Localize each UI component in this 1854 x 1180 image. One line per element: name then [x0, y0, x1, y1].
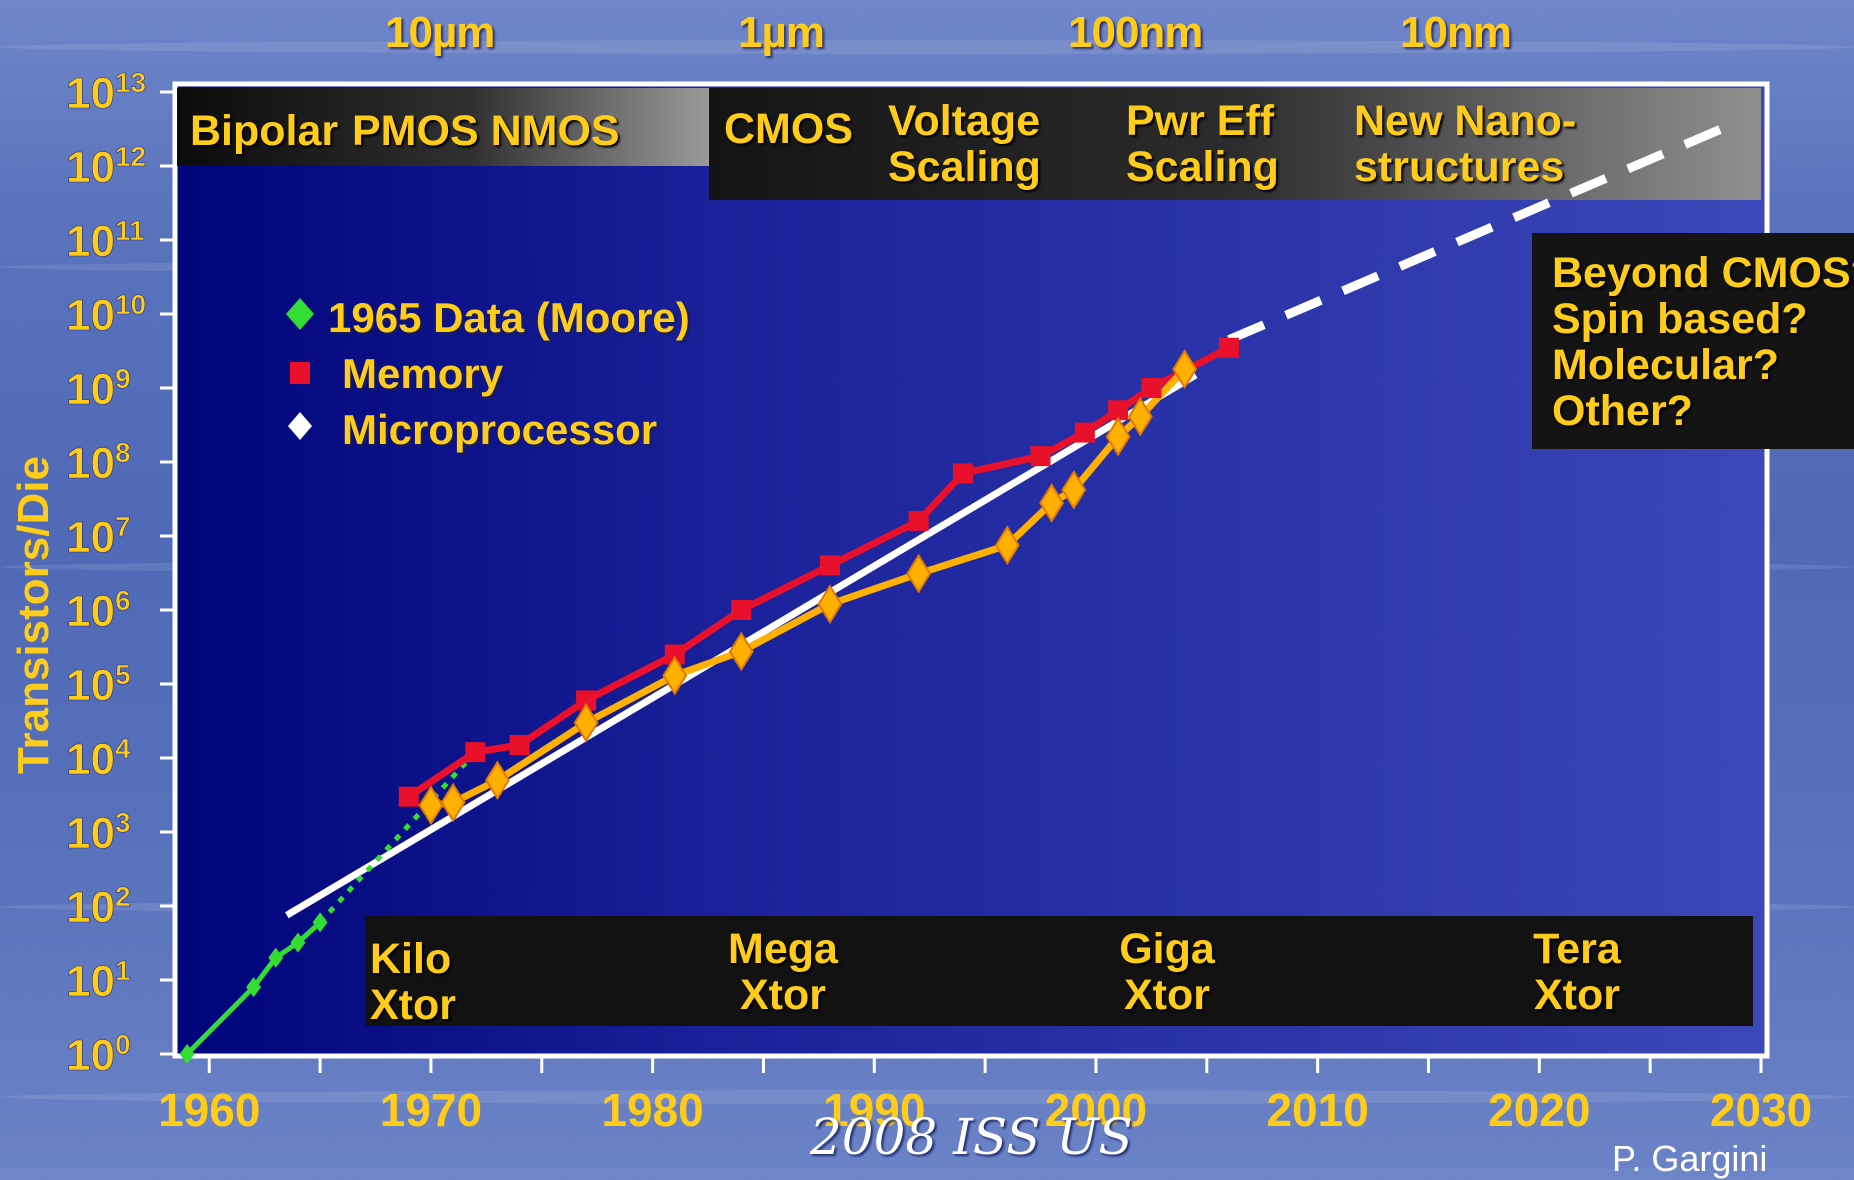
microprocessor-point — [1039, 483, 1065, 523]
memory-point — [1074, 422, 1095, 443]
memory-point — [398, 786, 419, 807]
author-label: P. Gargini — [1612, 1138, 1768, 1179]
microprocessor-series-line — [430, 366, 1188, 809]
legend-label-moore: 1965 Data (Moore) — [328, 294, 690, 341]
era-voltage-scaling: Voltage Scaling — [888, 97, 1041, 191]
moore-extension-line — [318, 750, 478, 925]
moore-point — [246, 977, 262, 998]
x-tick-label: 1990 — [823, 1084, 925, 1136]
x-tick-label: 2030 — [1710, 1084, 1812, 1136]
y-tick-label: 100 — [66, 1029, 131, 1080]
plot-area — [172, 81, 1770, 1059]
y-axis-label: Transistors/Die — [9, 456, 58, 774]
era-pwr-eff-scaling: Pwr Eff Scaling — [1126, 97, 1279, 191]
era-new-nanostructures: New Nano-structures — [1354, 97, 1577, 191]
y-tick-label: 1011 — [66, 215, 145, 266]
legend-marker-moore — [286, 298, 314, 330]
y-tick-label: 104 — [66, 733, 131, 784]
microprocessor-point — [1172, 349, 1198, 389]
scale-label-100nm: 100nm — [1068, 8, 1203, 57]
moore-point — [312, 912, 328, 933]
microprocessor-point — [1105, 416, 1131, 457]
x-tick-label: 1960 — [158, 1084, 260, 1136]
future-box — [1532, 233, 1854, 449]
microprocessor-point — [994, 525, 1020, 566]
legend-marker-memory — [290, 362, 310, 384]
memory-point — [731, 600, 752, 620]
microprocessor-point — [817, 584, 843, 625]
memory-point — [952, 463, 973, 484]
y-tick-label: 1013 — [66, 67, 146, 118]
microprocessor-point — [662, 655, 688, 696]
xtor-kilo: Kilo Xtor — [370, 935, 456, 1029]
moore-point — [179, 1044, 195, 1064]
question-molecular: Molecular? — [1552, 341, 1779, 389]
projection-line — [1227, 117, 1741, 344]
y-tick-label: 106 — [66, 585, 131, 636]
xtor-giga: Giga Xtor — [1119, 925, 1215, 1019]
y-tick-label: 102 — [66, 881, 131, 932]
microprocessor-point — [573, 702, 599, 743]
era-bipolar: Bipolar — [190, 107, 339, 155]
scale-label-10nm: 10nm — [1400, 8, 1512, 57]
x-tick-label: 2000 — [1045, 1084, 1147, 1136]
microprocessor-point — [485, 760, 510, 801]
question-beyond-cmos: Beyond CMOS? — [1552, 249, 1854, 297]
memory-point — [908, 510, 929, 531]
legend-label-memory: Memory — [342, 350, 504, 397]
memory-point — [465, 742, 486, 763]
xtor-tera: Tera Xtor — [1533, 925, 1621, 1019]
y-tick-label: 1010 — [66, 289, 146, 340]
memory-point — [1030, 446, 1051, 467]
memory-point — [1108, 400, 1129, 421]
era-pmos-nmos: PMOS NMOS — [352, 107, 620, 155]
xtor-mega: Mega Xtor — [728, 925, 838, 1019]
y-tick-label: 107 — [66, 511, 131, 562]
scale-label-10um: 10µm — [385, 8, 495, 57]
microprocessor-point — [728, 631, 754, 672]
memory-point — [664, 644, 685, 665]
y-tick-label: 103 — [66, 807, 131, 858]
microprocessor-point — [1127, 396, 1153, 437]
era-cmos: CMOS — [724, 105, 853, 153]
y-tick-label: 105 — [66, 659, 131, 710]
scale-label-1um: 1µm — [738, 8, 825, 57]
moore-point — [290, 932, 306, 953]
moore-point — [268, 947, 284, 968]
memory-point — [1218, 337, 1239, 358]
x-tick-label: 1970 — [380, 1084, 482, 1136]
memory-point — [509, 734, 530, 755]
question-spin-based: Spin based? — [1552, 295, 1808, 343]
microprocessor-point — [1061, 469, 1087, 510]
xtor-band — [365, 916, 1753, 1026]
memory-point — [576, 690, 597, 711]
y-tick-label: 101 — [66, 955, 131, 1006]
era-band-early — [177, 88, 709, 166]
x-tick-label: 2010 — [1266, 1084, 1368, 1136]
y-tick-label: 109 — [66, 363, 131, 414]
legend-marker-microprocessor — [288, 412, 312, 440]
y-tick-label: 1012 — [66, 141, 146, 192]
memory-point — [1141, 378, 1162, 398]
era-band-modern — [709, 88, 1761, 200]
memory-point — [819, 555, 840, 576]
x-tick-label: 1980 — [601, 1084, 703, 1136]
microprocessor-point — [440, 782, 466, 823]
x-tick-label: 2020 — [1488, 1084, 1590, 1136]
credit-label: 2008 ISS US — [810, 1108, 1133, 1166]
microprocessor-point — [906, 553, 932, 594]
y-tick-label: 108 — [66, 437, 131, 488]
legend-label-microprocessor: Microprocessor — [342, 406, 658, 453]
microprocessor-point — [418, 785, 444, 826]
question-other: Other? — [1552, 387, 1693, 435]
